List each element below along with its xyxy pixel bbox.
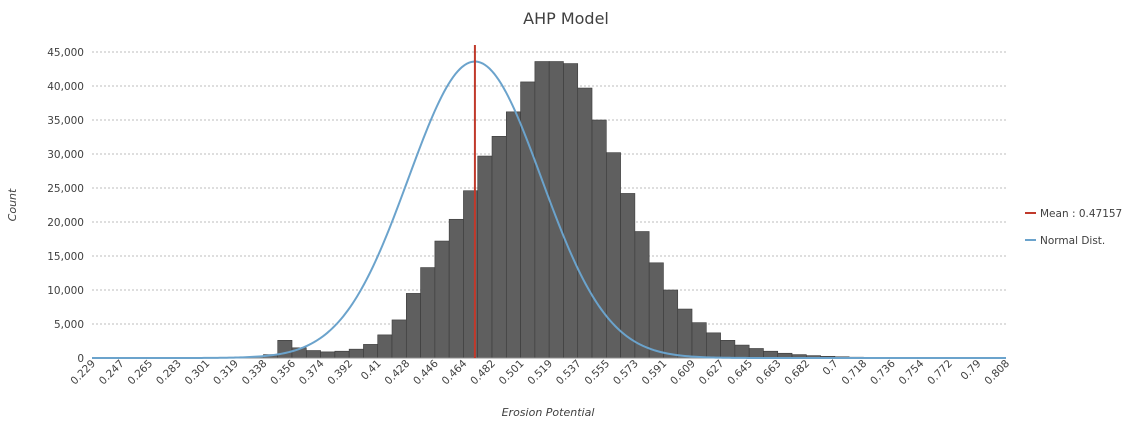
x-tick-label: 0.591 [640,358,670,388]
x-tick-label: 0.319 [211,358,241,388]
y-tick-label: 20,000 [47,217,84,229]
histogram-bar [748,348,764,359]
x-tick-label: 0.301 [183,358,213,388]
x-tick-labels: 0.2290.2470.2650.2830.3010.3190.3380.356… [68,357,1012,387]
x-tick-label: 0.808 [982,358,1012,388]
histogram-bar [591,119,607,359]
histogram-bar [348,348,364,359]
x-tick-label: 0.736 [868,357,898,387]
histogram-bar [363,344,379,359]
histogram-bar [334,350,350,359]
x-tick-label: 0.754 [897,357,927,387]
x-tick-label: 0.682 [782,358,812,388]
histogram-bar [377,334,393,359]
x-tick-label: 0.338 [240,358,270,388]
histogram-bar [734,344,750,359]
x-tick-label: 0.265 [126,358,156,388]
histogram-bar [534,61,550,359]
histogram-bar [420,267,436,359]
histogram-bar [391,319,407,359]
curves [92,45,1006,359]
x-tick-label: 0.374 [297,357,327,387]
histogram-bar [477,155,493,359]
histogram-bar [448,218,464,359]
y-axis-label: Count [6,188,19,221]
x-tick-label: 0.392 [325,358,355,388]
histogram-bar [520,81,536,359]
x-tick-label: 0.609 [668,358,698,388]
histogram-bar [491,136,507,359]
normal-dist-curve [92,60,1006,359]
y-tick-label: 45,000 [47,47,84,59]
histogram-bar [563,63,579,359]
x-tick-label: 0.464 [440,357,470,387]
legend-mean-label: Mean : 0.47157 [1040,208,1122,220]
x-tick-label: 0.555 [583,358,613,388]
histogram-bar [677,308,693,359]
y-tick-label: 10,000 [47,285,84,297]
x-tick-label: 0.247 [97,358,127,388]
histogram-bar [663,289,679,359]
histogram-bar [634,231,650,359]
histogram-bar [305,350,321,359]
x-tick-label: 0.283 [154,358,184,388]
x-tick-label: 0.446 [411,357,441,387]
x-tick-label: 0.663 [754,358,784,388]
x-tick-label: 0.41 [359,358,384,383]
y-tick-label: 25,000 [47,183,84,195]
x-tick-label: 0.627 [697,358,727,388]
legend-normal-dist-label: Normal Dist. [1040,235,1105,247]
y-tick-label: 5,000 [54,319,84,331]
x-axis-label: Erosion Potential [502,406,595,419]
chart-title: AHP Model [523,9,609,28]
histogram-bar [691,322,707,359]
y-tick-label: 35,000 [47,115,84,127]
x-tick-label: 0.79 [959,358,984,383]
histogram-bar [648,262,664,359]
histogram-bar [434,240,450,359]
x-tick-label: 0.482 [468,358,498,388]
x-tick-label: 0.428 [383,358,413,388]
x-tick-label: 0.772 [925,358,955,388]
legend: Mean : 0.47157 Normal Dist. [1025,208,1122,247]
x-tick-label: 0.519 [525,358,555,388]
x-tick-label: 0.356 [268,357,298,387]
histogram-bar [405,293,421,359]
histogram-bar [720,340,736,359]
y-tick-label: 30,000 [47,149,84,161]
x-tick-label: 0.573 [611,358,641,388]
y-tick-label: 15,000 [47,251,84,263]
x-tick-label: 0.7 [820,358,840,378]
y-tick-label: 0 [77,353,84,365]
histogram-bar [505,111,521,359]
x-tick-label: 0.718 [840,358,870,388]
histogram-bar [706,332,721,359]
histogram-bar [577,87,593,359]
x-tick-label: 0.537 [554,358,584,388]
histogram-bar [548,61,564,359]
y-tick-labels: 0 5,000 10,000 15,000 20,000 25,000 30,000 35,0… [47,47,84,365]
bars [220,61,936,359]
y-tick-label: 40,000 [47,81,84,93]
x-tick-label: 0.645 [725,358,755,388]
histogram-bar [606,152,621,359]
histogram-bar [320,351,336,359]
x-tick-label: 0.501 [497,358,527,388]
histogram-bar [277,340,293,359]
